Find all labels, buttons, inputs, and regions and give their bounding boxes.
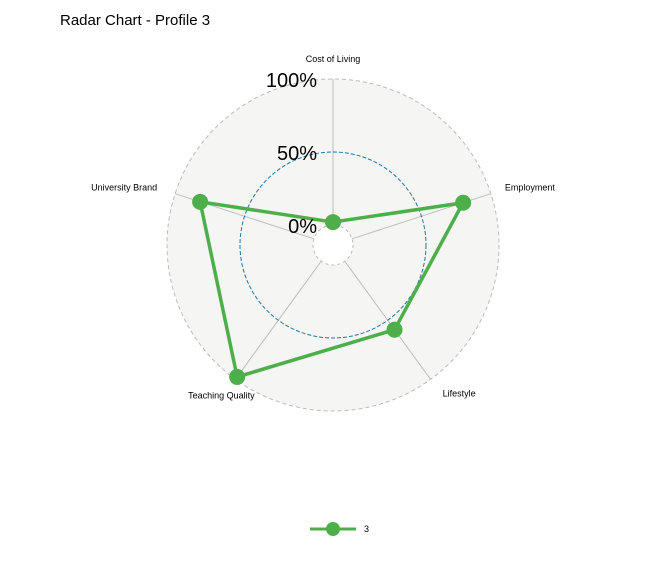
legend-point-swatch (326, 522, 340, 536)
radar-data-point (192, 193, 209, 210)
radar-series (192, 193, 472, 385)
radar-grid (166, 78, 500, 412)
radar-axis-label: University Brand (91, 183, 157, 193)
radar-grid-label: 50% (277, 143, 317, 165)
radar-grid-label: 0% (288, 216, 317, 238)
radar-data-point (325, 214, 341, 231)
radar-data-point (229, 368, 246, 385)
radar-mid-ring (239, 151, 427, 339)
radar-data-point (386, 321, 403, 338)
chart-title: Radar Chart - Profile 3 (60, 12, 211, 29)
legend-label: 3 (364, 524, 369, 534)
radar-grid-label: 100% (266, 70, 317, 92)
radar-series-line (198, 200, 465, 379)
radar-axis-label: Cost of Living (306, 54, 361, 64)
radar-axis-label: Teaching Quality (188, 390, 255, 400)
radar-axis-label: Lifestyle (443, 388, 476, 398)
radar-inner-ring (312, 224, 354, 266)
radar-labels: 0% 50% 100% Cost of Living Employment Lifesty… (91, 54, 555, 400)
legend: 3 (310, 522, 369, 536)
radar-data-point (455, 194, 472, 211)
radar-axis-label: Employment (505, 183, 556, 193)
